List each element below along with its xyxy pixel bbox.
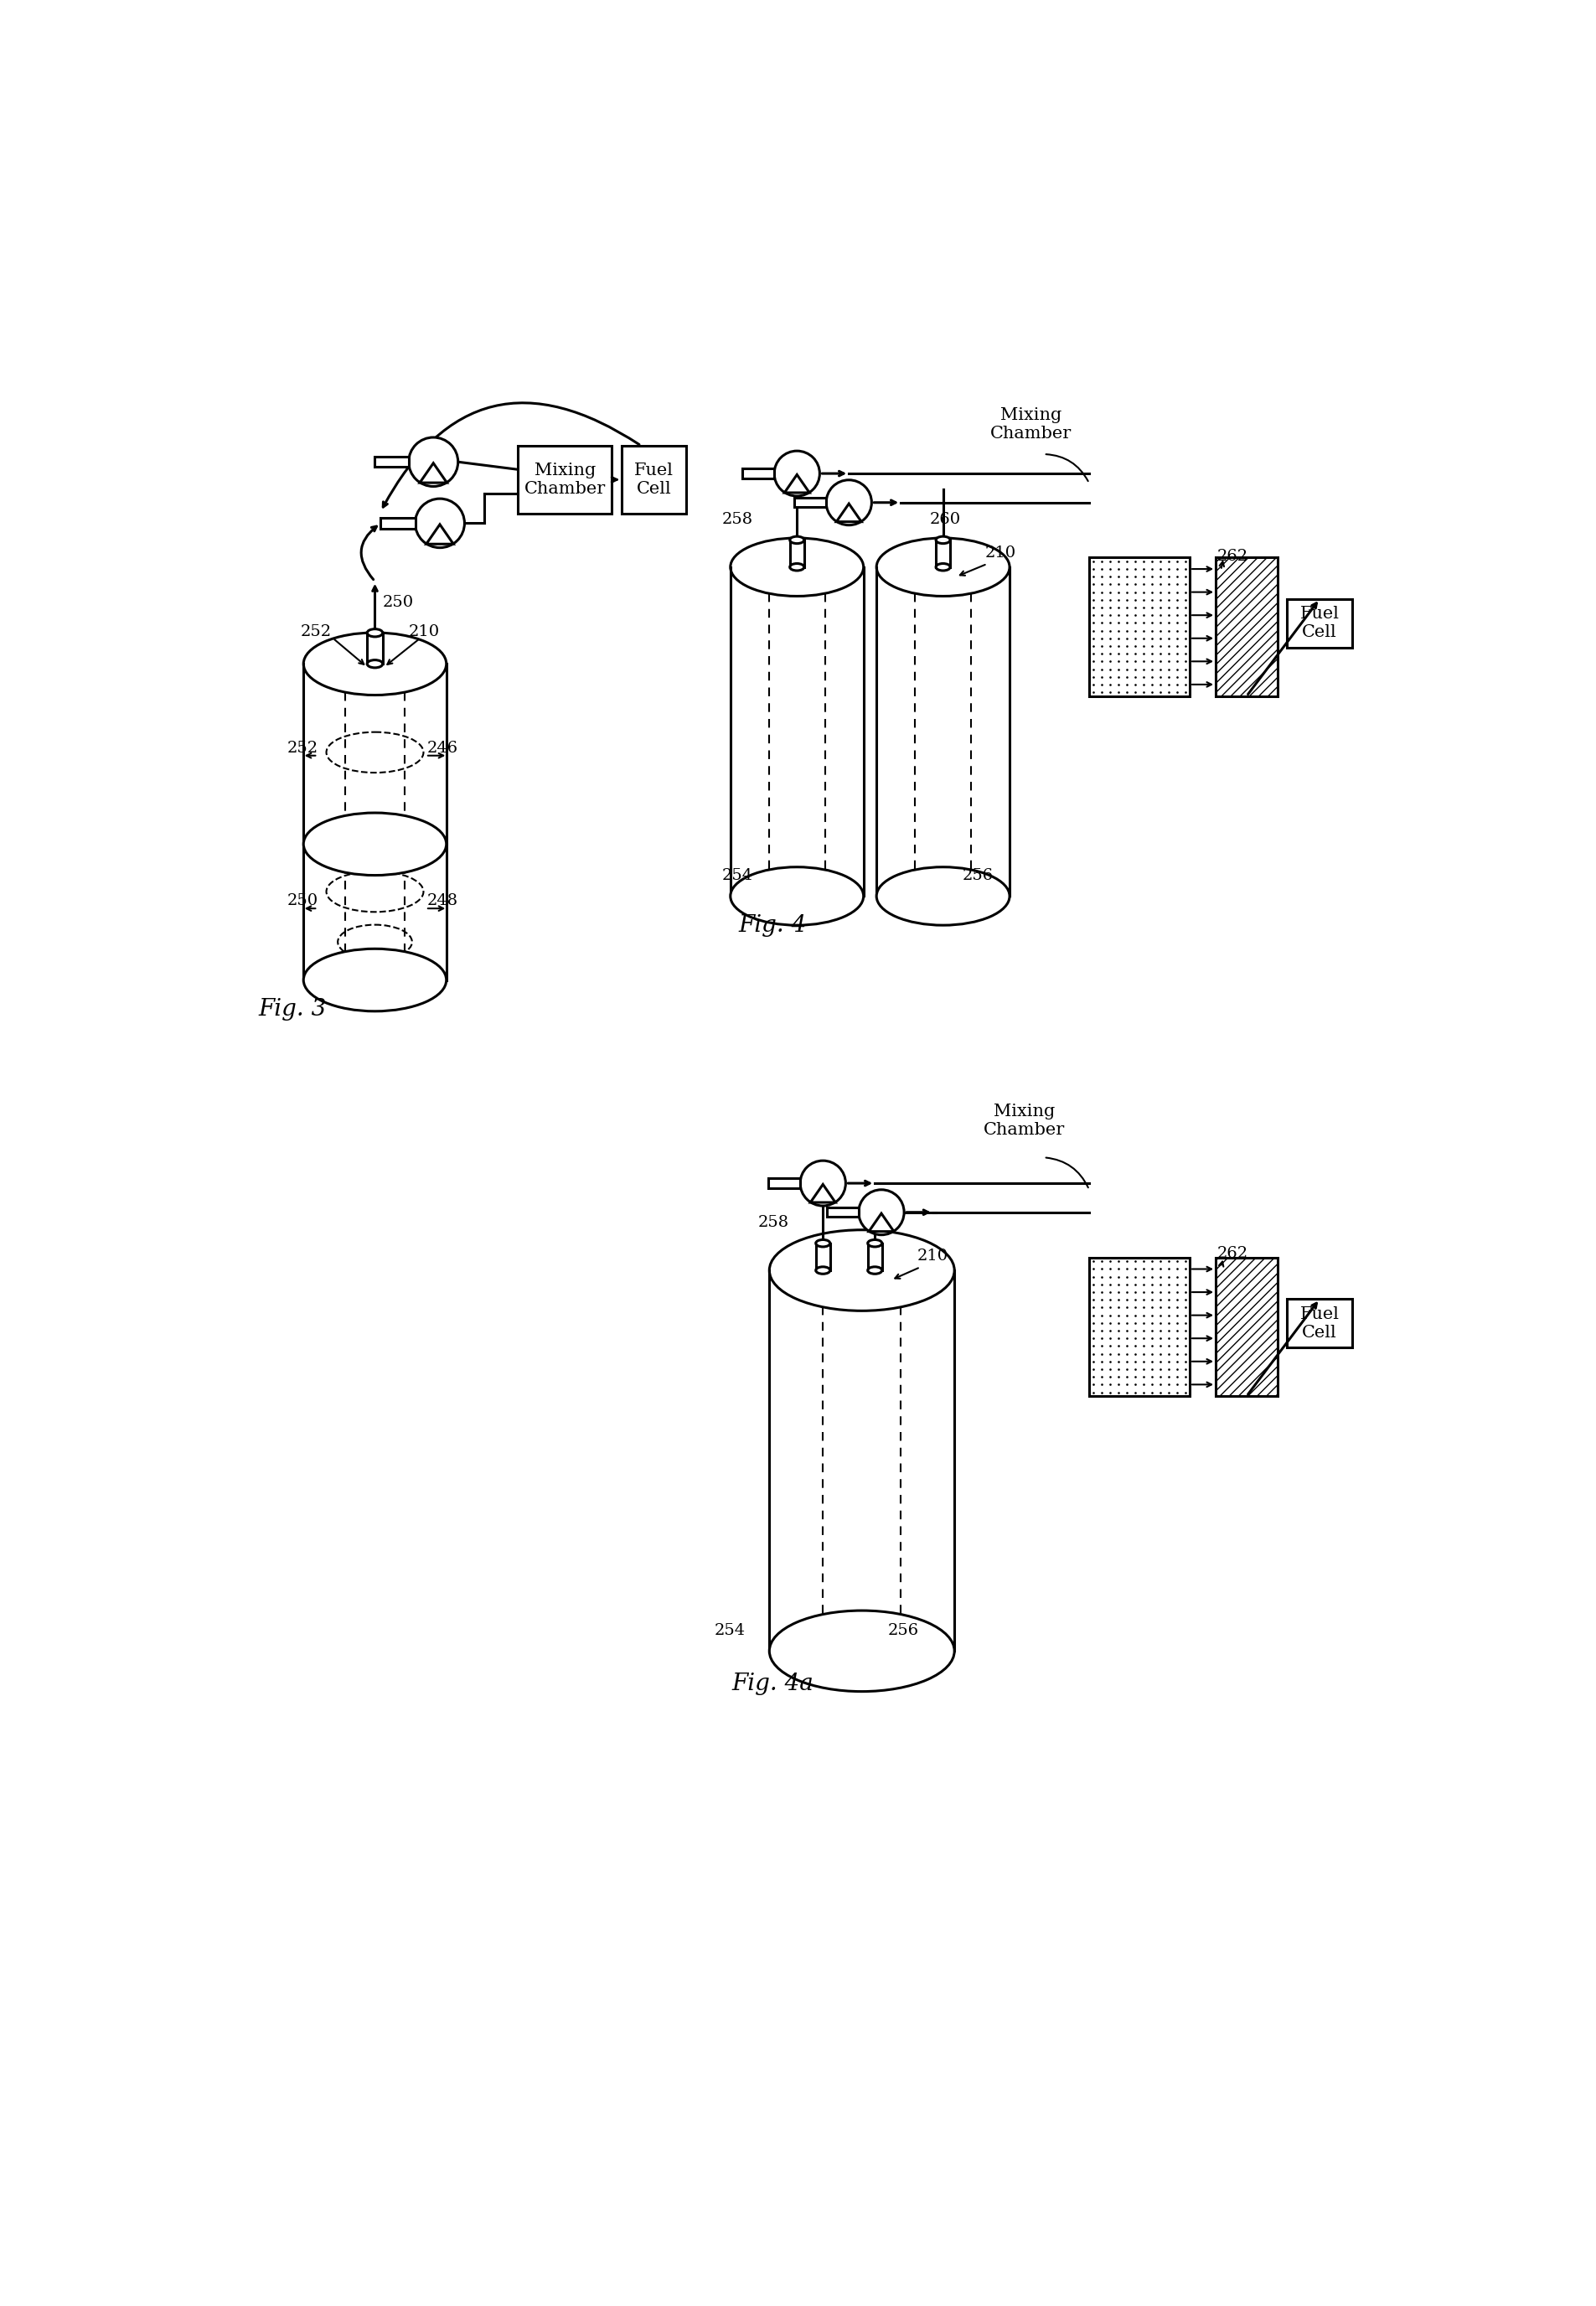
Text: 248: 248 xyxy=(426,892,458,909)
FancyBboxPatch shape xyxy=(1286,1298,1352,1347)
FancyBboxPatch shape xyxy=(1286,600,1352,648)
Text: Fig. 4a: Fig. 4a xyxy=(731,1672,814,1695)
Text: 260: 260 xyxy=(871,1215,902,1231)
Ellipse shape xyxy=(790,537,804,544)
Text: Mixing
Chamber: Mixing Chamber xyxy=(990,408,1071,440)
Text: Fig. 4: Fig. 4 xyxy=(737,913,806,936)
Bar xyxy=(1088,558,1189,696)
Circle shape xyxy=(825,480,871,526)
Text: 260: 260 xyxy=(929,512,961,528)
Circle shape xyxy=(415,498,464,549)
Text: 262: 262 xyxy=(1216,549,1248,565)
Circle shape xyxy=(859,1190,903,1234)
Text: Fig. 3: Fig. 3 xyxy=(259,998,326,1022)
Ellipse shape xyxy=(816,1266,830,1273)
Text: Fuel
Cell: Fuel Cell xyxy=(1299,1305,1339,1340)
FancyBboxPatch shape xyxy=(768,1178,800,1188)
Ellipse shape xyxy=(867,1266,881,1273)
FancyBboxPatch shape xyxy=(517,445,611,514)
Text: 250: 250 xyxy=(287,892,318,909)
Ellipse shape xyxy=(935,563,950,570)
Text: 258: 258 xyxy=(758,1215,788,1231)
Ellipse shape xyxy=(367,660,383,669)
Text: 256: 256 xyxy=(887,1623,918,1637)
Ellipse shape xyxy=(867,1241,881,1248)
Ellipse shape xyxy=(367,630,383,636)
Text: 210: 210 xyxy=(916,1250,948,1264)
FancyBboxPatch shape xyxy=(827,1208,859,1218)
Ellipse shape xyxy=(816,1241,830,1248)
Text: 250: 250 xyxy=(383,595,413,611)
Text: 256: 256 xyxy=(962,869,993,883)
Ellipse shape xyxy=(935,537,950,544)
Bar xyxy=(1088,1257,1189,1395)
Ellipse shape xyxy=(729,867,863,925)
Text: 246: 246 xyxy=(426,740,458,756)
Circle shape xyxy=(774,452,819,496)
Bar xyxy=(1215,558,1277,696)
Text: 210: 210 xyxy=(985,547,1015,560)
Text: 258: 258 xyxy=(721,512,753,528)
FancyBboxPatch shape xyxy=(742,468,774,477)
Text: 254: 254 xyxy=(721,869,753,883)
Text: Fuel
Cell: Fuel Cell xyxy=(634,464,674,496)
Text: Fuel
Cell: Fuel Cell xyxy=(1299,606,1339,641)
Text: 254: 254 xyxy=(713,1623,745,1637)
Ellipse shape xyxy=(303,812,447,876)
Text: Mixing
Chamber: Mixing Chamber xyxy=(523,464,605,496)
FancyBboxPatch shape xyxy=(380,519,415,528)
FancyBboxPatch shape xyxy=(621,445,686,514)
Text: 252: 252 xyxy=(287,740,318,756)
Bar xyxy=(1215,1257,1277,1395)
Ellipse shape xyxy=(876,867,1009,925)
Circle shape xyxy=(409,438,458,487)
Ellipse shape xyxy=(303,948,447,1012)
Circle shape xyxy=(800,1160,846,1206)
Text: Mixing
Chamber: Mixing Chamber xyxy=(983,1105,1065,1139)
FancyBboxPatch shape xyxy=(793,498,825,507)
Ellipse shape xyxy=(790,563,804,570)
Ellipse shape xyxy=(769,1610,954,1693)
Text: 252: 252 xyxy=(300,625,332,639)
Text: 262: 262 xyxy=(1216,1245,1248,1261)
FancyBboxPatch shape xyxy=(373,457,409,468)
Text: 210: 210 xyxy=(409,625,439,639)
